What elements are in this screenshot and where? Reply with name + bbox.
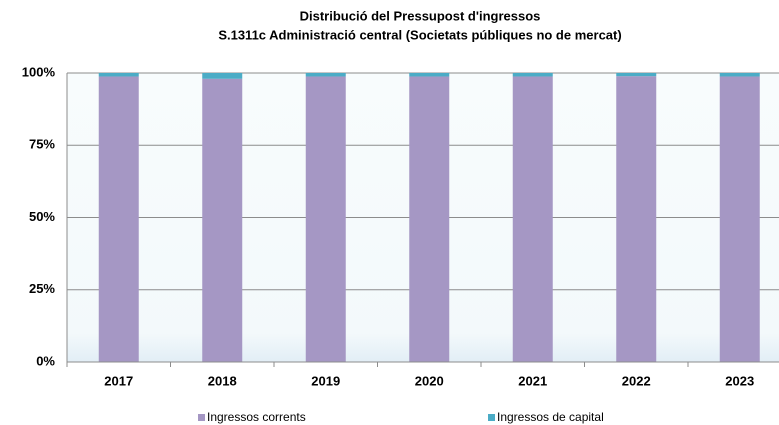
bar-segment xyxy=(512,73,553,77)
bar-segment xyxy=(719,76,760,362)
bar-segment xyxy=(616,76,657,362)
x-tick-label: 2020 xyxy=(415,373,444,388)
bar-segment xyxy=(719,73,760,77)
legend-label: Ingressos de capital xyxy=(497,410,604,424)
legend-label: Ingressos corrents xyxy=(207,410,306,424)
bar-segment xyxy=(305,76,346,362)
x-tick-label: 2023 xyxy=(725,373,754,388)
bar-segment xyxy=(409,73,450,77)
x-tick-label: 2021 xyxy=(518,373,547,388)
x-tick-label: 2022 xyxy=(622,373,651,388)
bar-segment xyxy=(202,78,243,362)
y-tick-label: 100% xyxy=(22,64,56,79)
bar-segment xyxy=(305,73,346,77)
y-tick-label: 75% xyxy=(29,137,55,152)
y-tick-label: 0% xyxy=(36,353,55,368)
legend-swatch xyxy=(198,414,205,421)
y-tick-label: 50% xyxy=(29,209,55,224)
bar-segment xyxy=(616,73,657,77)
bar-segment xyxy=(512,76,553,362)
x-tick-label: 2018 xyxy=(208,373,237,388)
bar-segment xyxy=(98,73,139,77)
x-tick-label: 2019 xyxy=(311,373,340,388)
chart-subtitle: S.1311c Administració central (Societats… xyxy=(218,27,621,42)
bar-segment xyxy=(409,76,450,362)
bar-segment xyxy=(202,73,243,79)
bar-segment xyxy=(98,76,139,362)
y-tick-label: 25% xyxy=(29,281,55,296)
legend-swatch xyxy=(488,414,495,421)
chart-title: Distribució del Pressupost d'ingressos xyxy=(300,8,541,23)
x-tick-label: 2017 xyxy=(104,373,133,388)
